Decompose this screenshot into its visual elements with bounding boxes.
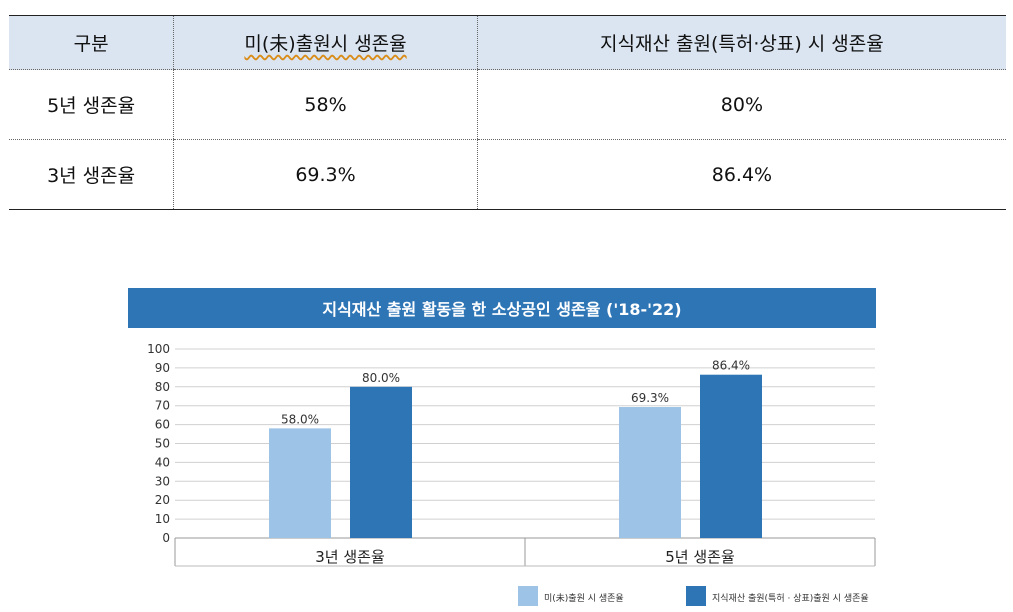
bar [350, 386, 412, 538]
survival-rate-table: 구분 미(未)출원시 생존율 지식재산 출원(특허·상표) 시 생존율 5년 생… [9, 15, 1006, 210]
legend-label: 지식재산 출원(특허 · 상표)출원 시 생존율 [712, 593, 869, 604]
cell-value: 69.3% [173, 139, 478, 210]
x-category-label: 3년 생존율 [315, 548, 385, 566]
header-filed: 지식재산 출원(특허·상표) 시 생존율 [476, 15, 1006, 70]
legend-swatch [518, 586, 538, 606]
header-not-filed: 미(未)출원시 생존율 [173, 15, 478, 70]
bar [619, 407, 681, 538]
cell-value: 80% [476, 69, 1006, 140]
x-category-label: 5년 생존율 [665, 548, 735, 566]
y-tick-label: 100 [147, 342, 170, 356]
y-tick-label: 10 [155, 512, 170, 526]
row-label: 5년 생존율 [9, 69, 174, 140]
bar-data-label: 80.0% [362, 371, 400, 385]
bar [269, 428, 331, 538]
cell-value: 58% [173, 69, 478, 140]
y-tick-label: 60 [155, 418, 170, 432]
y-tick-label: 30 [155, 474, 170, 488]
header-not-filed-text: 미(未)출원시 생존율 [244, 33, 407, 55]
y-tick-label: 0 [162, 531, 170, 545]
y-tick-label: 50 [155, 437, 170, 451]
y-tick-label: 70 [155, 399, 170, 413]
row-label: 3년 생존율 [47, 165, 136, 187]
header-category: 구분 [9, 15, 174, 70]
bar-data-label: 69.3% [631, 391, 669, 405]
y-tick-label: 40 [155, 455, 170, 469]
y-tick-label: 20 [155, 493, 170, 507]
chart-title-bar [128, 288, 876, 328]
bar-chart: 지식재산 출원 활동을 한 소상공인 생존율 ('18-'22) 0 10 20 30… [128, 288, 876, 606]
bar-data-label: 58.0% [281, 412, 319, 426]
table-row: 3년 생존율 69.3% 86.4% [9, 139, 1006, 210]
table-row: 5년 생존율 58% 80% [9, 69, 1006, 140]
cell-value: 86.4% [476, 139, 1006, 210]
bar [700, 374, 762, 538]
chart-title: 지식재산 출원 활동을 한 소상공인 생존율 ('18-'22) [322, 300, 681, 319]
y-tick-label: 90 [155, 361, 170, 375]
y-tick-label: 80 [155, 380, 170, 394]
legend-label: 미(未)출원 시 생존율 [544, 592, 624, 604]
legend-swatch [686, 586, 706, 606]
bar-data-label: 86.4% [712, 359, 750, 373]
